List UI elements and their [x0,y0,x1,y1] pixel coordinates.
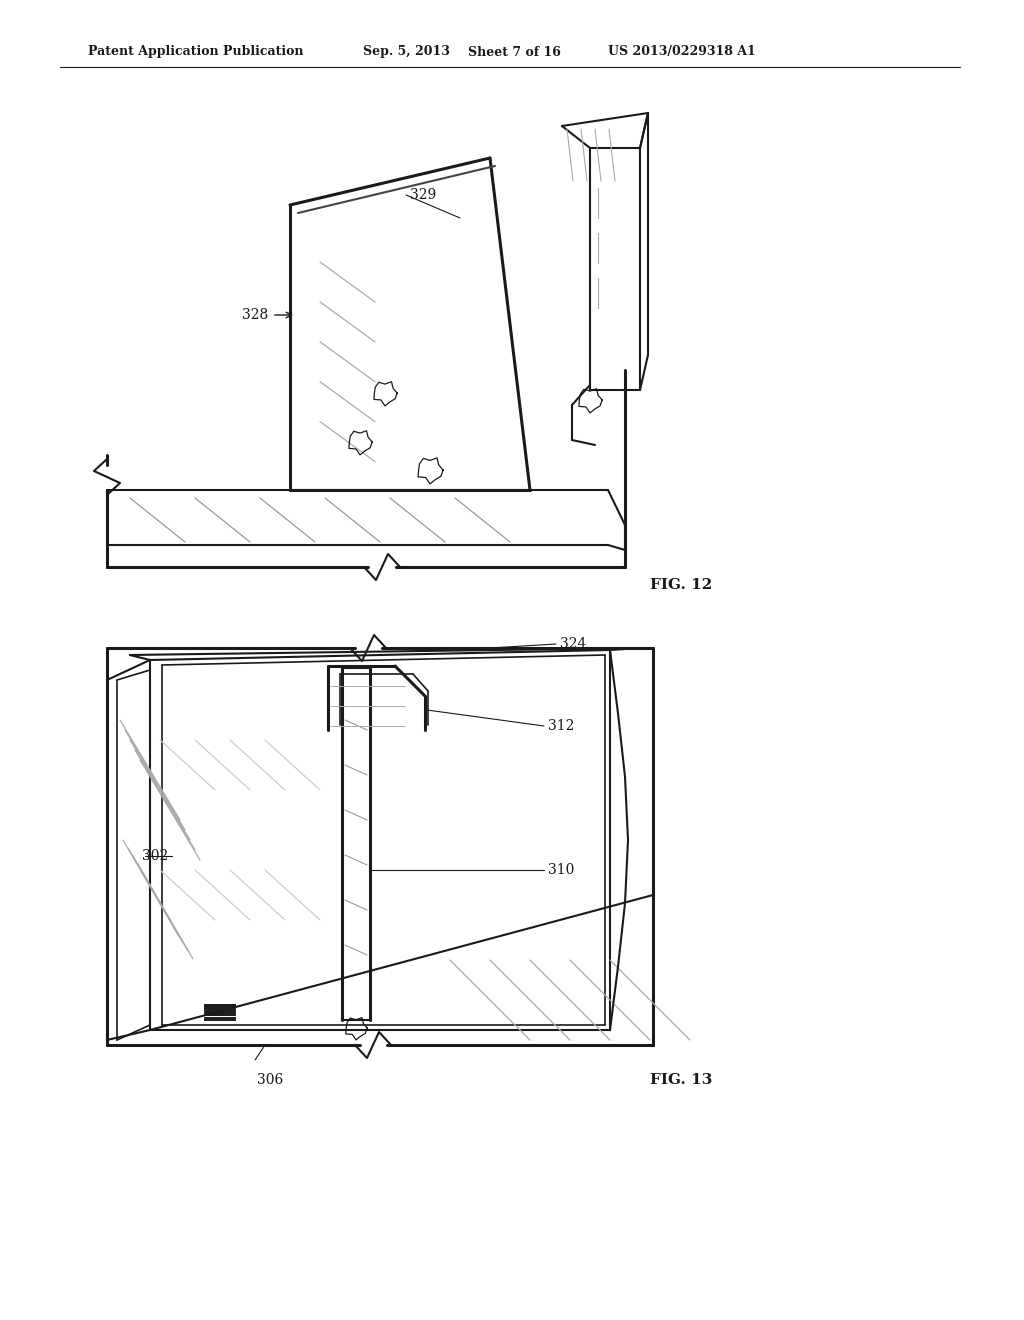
Text: 306: 306 [257,1073,283,1086]
Text: US 2013/0229318 A1: US 2013/0229318 A1 [608,45,756,58]
Text: 328: 328 [242,308,268,322]
Text: Sheet 7 of 16: Sheet 7 of 16 [468,45,561,58]
Text: Sep. 5, 2013: Sep. 5, 2013 [362,45,450,58]
Text: 329: 329 [410,187,436,202]
Text: 324: 324 [560,638,587,651]
Text: 312: 312 [548,719,574,733]
Text: FIG. 13: FIG. 13 [650,1073,713,1086]
Text: 302: 302 [141,849,168,863]
Text: Patent Application Publication: Patent Application Publication [88,45,303,58]
Text: 310: 310 [548,863,574,876]
Text: FIG. 12: FIG. 12 [650,578,713,591]
